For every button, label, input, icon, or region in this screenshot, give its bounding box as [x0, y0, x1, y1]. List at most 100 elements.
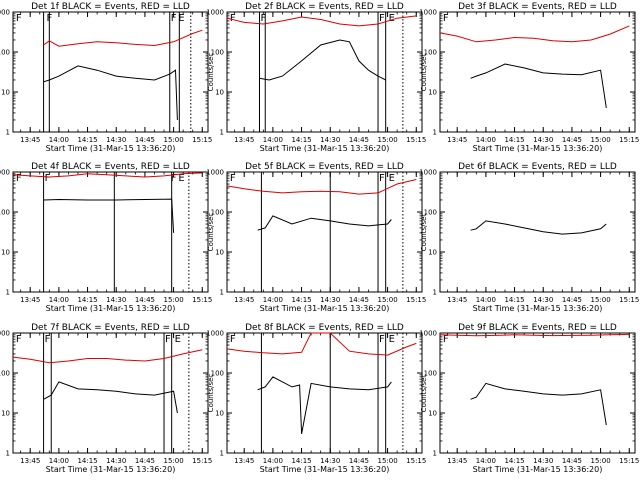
y-axis-label: Counts/sec: [207, 374, 215, 413]
series-line: [257, 376, 392, 434]
x-tick-label: 13:45: [20, 457, 40, 465]
x-tick-label: 15:00: [377, 457, 397, 465]
x-tick-label: 15:15: [192, 296, 212, 304]
x-tick-label: 14:15: [77, 457, 97, 465]
x-tick-label: 14:15: [291, 296, 311, 304]
series-line: [470, 220, 607, 235]
x-axis-label: Start Time (31-Mar-15 13:36:20): [473, 304, 603, 313]
x-tick-label: 14:00: [476, 296, 496, 304]
flag-label: F: [16, 173, 22, 184]
y-tick-label: 10: [1, 89, 10, 97]
y-tick-label: 100: [211, 49, 224, 57]
flag-label: E: [178, 13, 184, 24]
x-tick-label: 15:00: [163, 457, 183, 465]
plot-frame: [226, 332, 423, 454]
plot-frame: [226, 171, 423, 293]
y-tick-label: 10: [428, 410, 437, 418]
plot-frame: [439, 11, 636, 133]
panel-title: Det 2f BLACK = Events, RED = LLD: [245, 2, 404, 12]
flag-label: F: [230, 173, 236, 184]
x-tick-label: 14:45: [135, 296, 155, 304]
series-line: [43, 29, 203, 47]
y-axis-label: Counts/sec: [420, 374, 428, 413]
series-line: [12, 172, 203, 178]
y-tick-label: 1: [220, 450, 224, 458]
x-tick-label: 14:30: [320, 136, 340, 144]
y-axis-label: Counts/sec: [207, 213, 215, 252]
y-axis-label: Counts/sec: [0, 53, 1, 92]
x-tick-label: 14:00: [49, 296, 69, 304]
x-tick-label: 13:45: [447, 136, 467, 144]
x-tick-label: 15:15: [619, 457, 639, 465]
series-line: [226, 179, 417, 195]
y-tick-label: 10: [428, 249, 437, 257]
flag-label: F: [443, 334, 449, 345]
x-tick-label: 13:45: [234, 136, 254, 144]
series-line: [470, 382, 607, 426]
x-tick-label: 14:30: [106, 457, 126, 465]
y-tick-label: 100: [424, 49, 437, 57]
x-tick-label: 13:45: [234, 296, 254, 304]
x-tick-label: 13:45: [447, 457, 467, 465]
x-tick-label: 14:45: [562, 457, 582, 465]
panel-title: Det 8f BLACK = Events, RED = LLD: [245, 323, 404, 333]
detector-panel: Det 5f BLACK = Events, RED = LLD 1 10 100 10…: [206, 162, 426, 313]
x-tick-label: 14:45: [562, 296, 582, 304]
x-tick-label: 14:30: [533, 457, 553, 465]
y-tick-label: 10: [215, 249, 224, 257]
flag-label: F: [171, 173, 177, 184]
flag-label: F: [16, 13, 22, 24]
y-tick-label: 10: [1, 410, 10, 418]
x-tick-label: 13:45: [234, 457, 254, 465]
x-axis-label: Start Time (31-Mar-15 13:36:20): [260, 304, 390, 313]
series-line: [43, 381, 178, 414]
y-tick-label: 10: [428, 89, 437, 97]
x-tick-label: 14:15: [77, 296, 97, 304]
x-tick-label: 14:45: [349, 136, 369, 144]
panel-title: Det 5f BLACK = Events, RED = LLD: [245, 162, 404, 172]
plot-frame: [12, 171, 209, 293]
y-tick-label: 100: [0, 209, 10, 217]
y-tick-label: 1000: [419, 169, 437, 177]
panel-title: Det 3f BLACK = Events, RED = LLD: [458, 2, 617, 12]
x-tick-label: 13:45: [20, 296, 40, 304]
y-tick-label: 1: [433, 450, 437, 458]
y-tick-label: 1000: [206, 9, 224, 17]
y-axis-label: Counts/sec: [420, 53, 428, 92]
x-tick-label: 15:15: [192, 136, 212, 144]
plot-frame: [226, 11, 423, 133]
y-tick-label: 1: [433, 129, 437, 137]
x-axis-label: Start Time (31-Mar-15 13:36:20): [46, 304, 176, 313]
y-tick-label: 10: [215, 89, 224, 97]
y-tick-label: 100: [0, 49, 10, 57]
plot-frame: [439, 171, 636, 293]
x-tick-label: 13:45: [20, 136, 40, 144]
x-tick-label: 14:30: [320, 296, 340, 304]
panel-title: Det 9f BLACK = Events, RED = LLD: [458, 323, 617, 333]
y-tick-label: 100: [211, 370, 224, 378]
y-tick-label: 1: [6, 450, 10, 458]
series-line: [43, 198, 175, 233]
y-tick-label: 100: [424, 370, 437, 378]
series-line: [439, 25, 630, 43]
flag-label: F: [45, 334, 51, 345]
x-tick-label: 14:45: [562, 136, 582, 144]
y-axis-label: Counts/sec: [420, 213, 428, 252]
x-tick-label: 15:00: [590, 296, 610, 304]
y-axis-label: Counts/sec: [0, 213, 1, 252]
detector-panel: Det 7f BLACK = Events, RED = LLD 1 10 100 10…: [0, 323, 212, 474]
flag-label: E: [389, 334, 395, 345]
y-tick-label: 1: [6, 289, 10, 297]
y-tick-label: 1000: [0, 330, 10, 338]
flag-label: F: [379, 173, 385, 184]
x-axis-label: Start Time (31-Mar-15 13:36:20): [260, 144, 390, 153]
y-tick-label: 1000: [0, 169, 10, 177]
detector-panel: Det 2f BLACK = Events, RED = LLD 1 10 100 10…: [206, 2, 426, 153]
y-tick-label: 1000: [206, 330, 224, 338]
x-tick-label: 14:15: [504, 296, 524, 304]
detector-panel: Det 8f BLACK = Events, RED = LLD 1 10 100 10…: [206, 323, 426, 474]
x-tick-label: 14:00: [49, 457, 69, 465]
x-tick-label: 15:15: [406, 457, 426, 465]
x-tick-label: 14:30: [533, 296, 553, 304]
x-tick-label: 13:45: [447, 296, 467, 304]
